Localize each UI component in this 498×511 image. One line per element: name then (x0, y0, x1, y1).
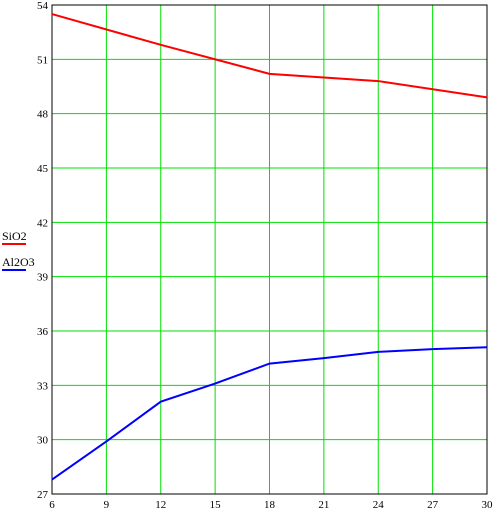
x-tick-label: 12 (155, 499, 166, 511)
x-tick-label: 24 (373, 499, 385, 511)
x-axis-ticks: 6 9 12 15 18 21 24 27 30 (49, 499, 493, 511)
legend-label-sio2: SiO2 (2, 229, 27, 243)
y-tick-label: 45 (37, 163, 49, 175)
y-tick-label: 54 (37, 0, 49, 12)
y-tick-label: 27 (37, 489, 49, 501)
y-tick-label: 51 (37, 54, 48, 66)
x-tick-label: 18 (264, 499, 276, 511)
y-tick-label: 39 (37, 272, 49, 284)
x-tick-label: 30 (482, 499, 494, 511)
series-line-sio2 (51, 13, 488, 99)
x-tick-label: 9 (104, 499, 110, 511)
legend: SiO2 Al2O3 (2, 229, 35, 271)
x-tick-label: 6 (49, 499, 55, 511)
plot-frame (51, 4, 488, 495)
x-tick-label: 21 (318, 499, 329, 511)
x-tick-label: 15 (210, 499, 222, 511)
x-tick-label: 27 (427, 499, 439, 511)
legend-label-al2o3: Al2O3 (2, 255, 35, 269)
grid (51, 4, 488, 495)
y-tick-label: 30 (37, 435, 49, 447)
y-tick-label: 42 (37, 217, 48, 229)
y-tick-label: 33 (37, 380, 49, 392)
y-axis-ticks: 27 30 33 36 39 42 45 48 51 54 (37, 0, 49, 501)
series-group (51, 13, 488, 481)
series-line-al2o3 (51, 346, 488, 481)
y-tick-label: 36 (37, 326, 49, 338)
y-tick-label: 48 (37, 109, 49, 121)
